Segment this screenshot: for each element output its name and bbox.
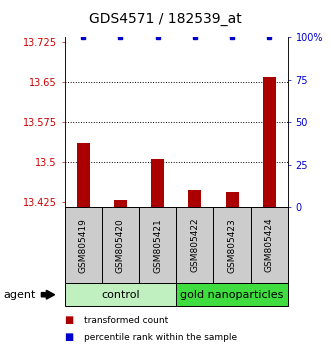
Text: transformed count: transformed count (84, 316, 169, 325)
Text: agent: agent (3, 290, 36, 300)
Text: GSM805423: GSM805423 (228, 218, 237, 273)
Text: GDS4571 / 182539_at: GDS4571 / 182539_at (89, 12, 242, 27)
Bar (102, 207, 139, 283)
Bar (176, 207, 213, 283)
Bar (151, 159, 164, 207)
Bar (251, 207, 288, 283)
Bar (114, 200, 127, 207)
Text: ■: ■ (65, 332, 74, 342)
Text: GSM805419: GSM805419 (79, 218, 88, 273)
Bar (263, 77, 276, 207)
Text: GSM805420: GSM805420 (116, 218, 125, 273)
Text: gold nanoparticles: gold nanoparticles (180, 290, 284, 300)
Bar (65, 207, 102, 283)
Text: percentile rank within the sample: percentile rank within the sample (84, 332, 238, 342)
Bar (213, 207, 251, 283)
Bar (176, 283, 288, 306)
Text: GSM805422: GSM805422 (190, 218, 199, 273)
Bar (226, 192, 239, 207)
Text: control: control (101, 290, 140, 300)
Text: GSM805421: GSM805421 (153, 218, 162, 273)
Text: GSM805424: GSM805424 (265, 218, 274, 273)
Bar (188, 189, 201, 207)
Bar (77, 143, 90, 207)
Text: ■: ■ (65, 315, 74, 325)
Bar (65, 283, 176, 306)
Bar (139, 207, 176, 283)
